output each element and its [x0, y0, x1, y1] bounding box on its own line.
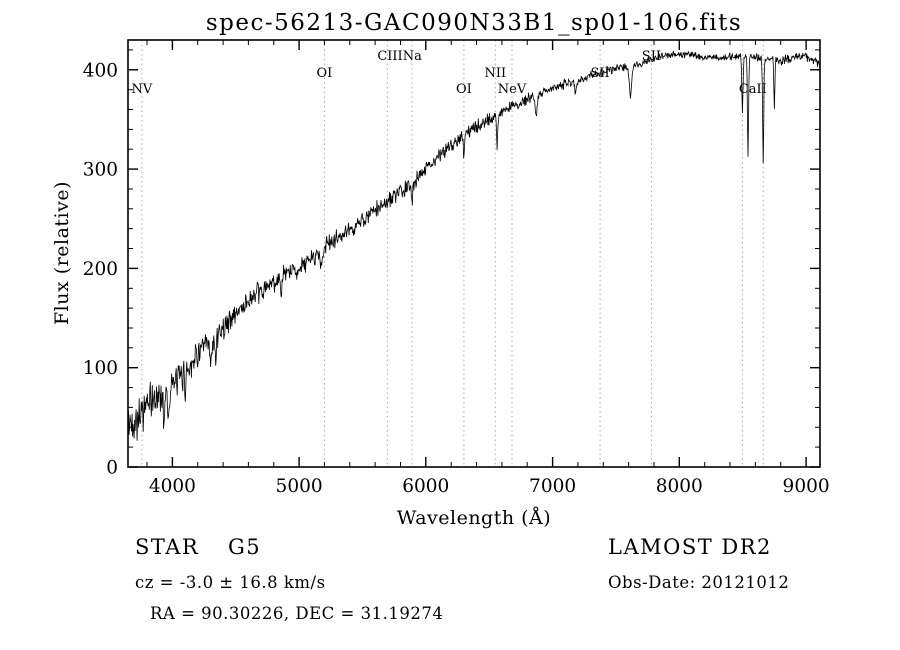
spectral-line-label: CaII: [739, 82, 767, 97]
x-tick-label: 9000: [783, 476, 830, 497]
spectral-line-label: SII: [591, 66, 610, 81]
y-tick-label: 0: [106, 458, 118, 479]
object-class: STAR: [135, 535, 199, 559]
x-tick-label: 4000: [149, 476, 196, 497]
x-tick-label: 8000: [656, 476, 703, 497]
y-tick-label: 100: [83, 358, 118, 379]
y-tick-label: 200: [83, 259, 118, 280]
plot-title: spec-56213-GAC090N33B1_sp01-106.fits: [206, 10, 742, 36]
y-axis-label: Flux (relative): [51, 181, 73, 325]
x-tick-label: 5000: [276, 476, 323, 497]
y-tick-label: 300: [83, 160, 118, 181]
spectral-line-label: NV: [132, 82, 153, 97]
x-tick-label: 6000: [402, 476, 449, 497]
plot-frame: [127, 39, 821, 468]
spectral-line-label: OI: [456, 82, 472, 97]
spectral-line-label: NeV: [498, 82, 527, 97]
object-subclass: G5: [228, 535, 261, 559]
spectrum-path: [127, 50, 821, 441]
x-axis-label: Wavelength (Å): [397, 507, 551, 529]
spectral-line-label: OI: [317, 66, 333, 81]
y-tick-label: 400: [83, 60, 118, 81]
ra-dec: RA = 90.30226, DEC = 31.19274: [150, 604, 443, 623]
x-tick-label: 7000: [529, 476, 576, 497]
spectral-line-label: NII: [484, 66, 506, 81]
cz-value: cz = -3.0 ± 16.8 km/s: [135, 573, 326, 592]
spectral-line-label: SII: [642, 49, 661, 64]
spectral-line-label: CIIINa: [377, 49, 422, 64]
obs-date: Obs-Date: 20121012: [608, 573, 789, 592]
survey-name: LAMOST DR2: [608, 535, 772, 559]
